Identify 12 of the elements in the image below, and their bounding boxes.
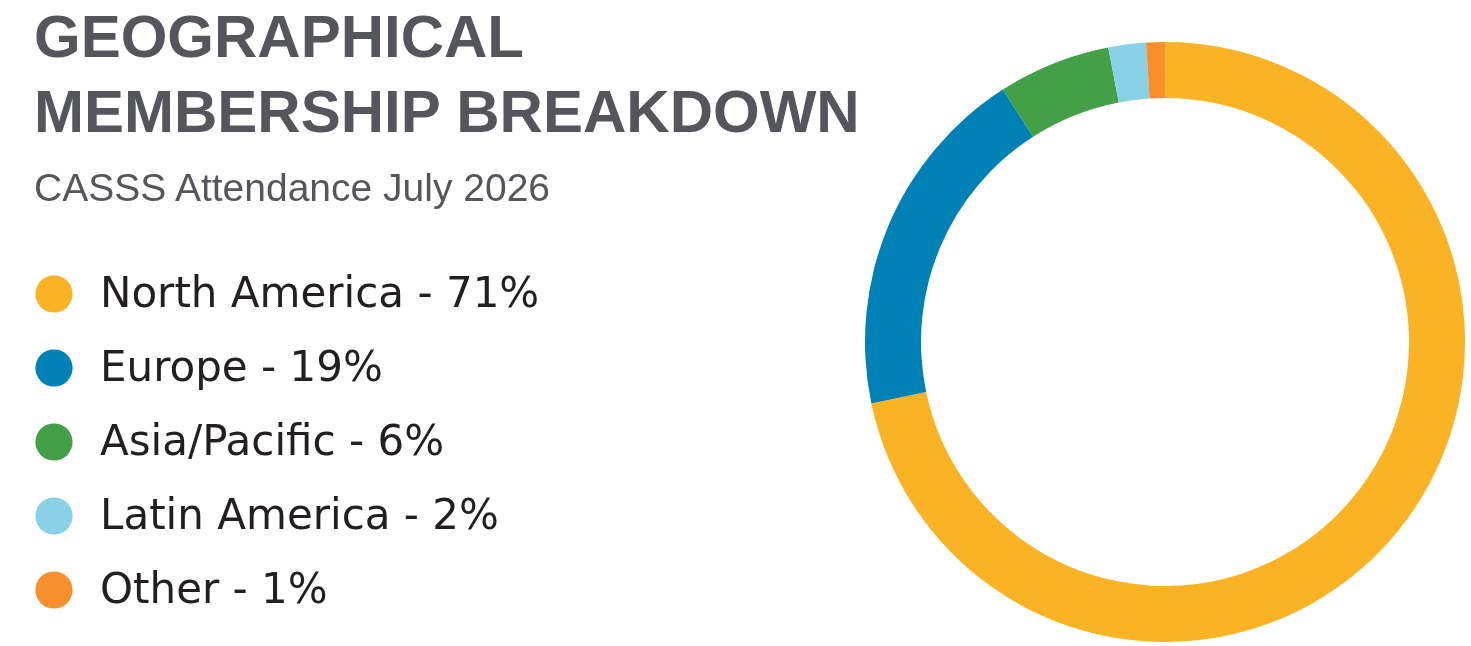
text: CASSS Attendance July 2026 <box>34 166 551 209</box>
legend-label: Other - 1% <box>100 564 328 613</box>
donut-slice <box>865 89 1034 404</box>
legend-label: Latin America - 2% <box>100 490 499 539</box>
legend-label: Europe - 19% <box>100 342 383 391</box>
donut-slice <box>1108 42 1150 103</box>
legend-label: Asia/Pacific - 6% <box>100 416 445 465</box>
donut-slice <box>871 42 1465 642</box>
donut-slice <box>1145 42 1165 99</box>
legend-label: North America - 71% <box>100 268 540 317</box>
chart-title: GEOGRAPHICAL MEMBERSHIP BREAKDOWN <box>34 3 860 145</box>
donut-slice <box>1002 47 1119 137</box>
